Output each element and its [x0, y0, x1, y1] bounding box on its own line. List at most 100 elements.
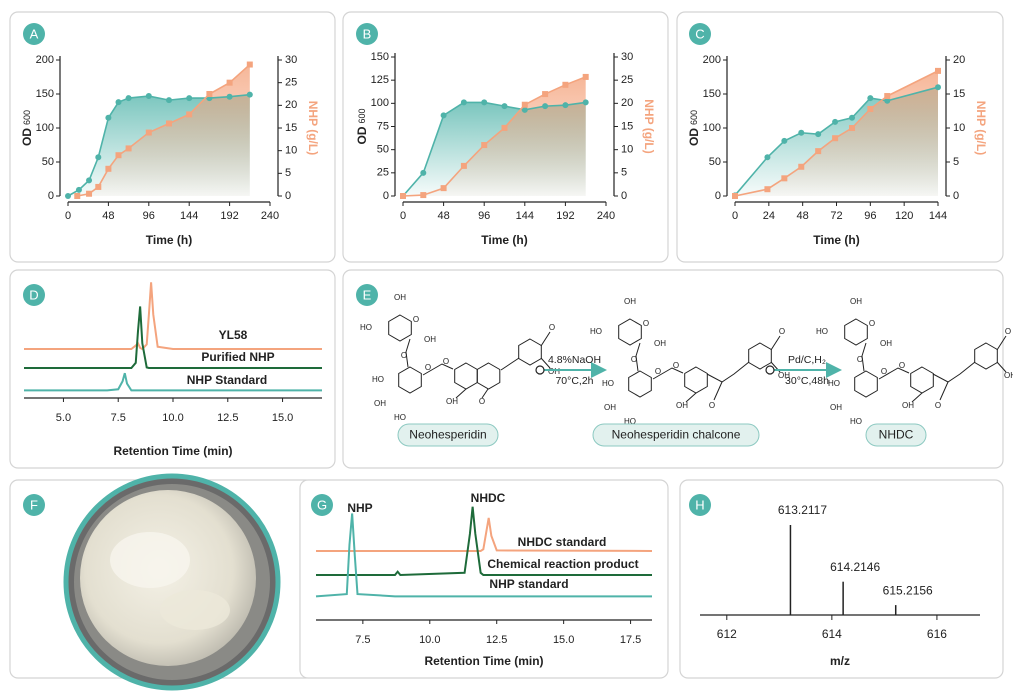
point: [125, 95, 132, 102]
arrow-start: [765, 365, 775, 375]
panel-badge: [23, 494, 45, 516]
y2-tick-label: 20: [621, 97, 633, 109]
y-tick-label: 25: [377, 167, 389, 179]
panel-letter: D: [29, 287, 38, 302]
peak-label: NHDC: [471, 491, 506, 505]
point: [74, 193, 81, 199]
x-tick-label: 48: [797, 210, 809, 222]
atom-label: HO: [394, 413, 406, 422]
panel-badge: [356, 23, 378, 45]
x-tick-label: 5.0: [56, 412, 71, 424]
x-tick-label: 96: [478, 210, 490, 222]
atom-label: O: [655, 367, 661, 376]
reagent: Pd/C,H₂: [788, 354, 826, 366]
x-tick-label: 15.0: [553, 634, 574, 646]
atom-label: OH: [424, 335, 436, 344]
point: [764, 186, 771, 193]
point: [400, 193, 406, 199]
point: [166, 120, 172, 127]
ring: [844, 318, 868, 346]
peak-label: 614.2146: [830, 560, 880, 574]
y2-tick-label: 25: [285, 77, 297, 89]
y2-tick-label: 15: [953, 88, 965, 100]
y2-tick-label: 30: [621, 51, 633, 63]
x-tick-label: 12.5: [486, 634, 507, 646]
y-tick-label: 100: [36, 122, 54, 134]
panel-badge: [356, 284, 378, 306]
y-tick-label: 100: [703, 122, 721, 134]
x-tick-label: 120: [895, 210, 913, 222]
y-axis-label-main: OD: [20, 128, 34, 146]
atom-label: OH: [676, 401, 688, 410]
x-tick-label: 192: [556, 210, 574, 222]
trace: [24, 372, 322, 392]
x-tick-label: 7.5: [111, 412, 126, 424]
bonds: [405, 331, 551, 399]
point: [867, 95, 874, 102]
x-axis-label: m/z: [830, 654, 850, 668]
series-line: [734, 70, 939, 197]
point: [65, 193, 71, 199]
x-tick-label: 144: [516, 210, 534, 222]
atom-label: OH: [778, 371, 790, 380]
peak-label: 613.2117: [778, 503, 827, 517]
y2-tick-label: 25: [621, 74, 633, 86]
atom-label: HO: [828, 379, 840, 388]
compound-box: [397, 423, 499, 447]
y-tick-label: 125: [371, 74, 389, 86]
trace-label: YL58: [219, 328, 248, 342]
atom-label: HO: [816, 327, 828, 336]
y-axis-label-sub: 600: [22, 110, 32, 125]
conditions: 30°C,48h: [785, 375, 829, 387]
point: [501, 124, 508, 131]
point: [798, 129, 805, 136]
atom-label: O: [479, 397, 485, 406]
point: [849, 114, 856, 121]
panel-letter: F: [30, 497, 38, 512]
point: [440, 112, 447, 119]
x-tick-label: 240: [261, 210, 279, 222]
y-axis-label-main: OD: [355, 126, 369, 144]
point: [815, 131, 822, 138]
point: [86, 190, 93, 197]
point: [186, 111, 193, 118]
point: [582, 73, 589, 80]
x-tick-label: 144: [180, 210, 198, 222]
trace-label: NHDC standard: [518, 535, 607, 549]
atom-label: OH: [446, 397, 458, 406]
x-axis-label: Retention Time (min): [424, 654, 543, 668]
panel-letter: B: [363, 26, 372, 41]
point: [186, 95, 193, 102]
y-axis-label-sub: 600: [357, 108, 367, 123]
point: [481, 99, 488, 106]
ring: [388, 314, 412, 342]
y-tick-label: 150: [703, 88, 721, 100]
point: [420, 169, 427, 176]
series-line: [402, 101, 586, 197]
point: [440, 185, 447, 192]
x-axis-label: Time (h): [146, 233, 192, 247]
trace: [316, 506, 652, 577]
y2-tick-label: 20: [285, 99, 297, 111]
atom-label: HO: [850, 417, 862, 426]
point: [481, 142, 488, 149]
y2-tick-label: 10: [285, 145, 297, 157]
point: [246, 91, 253, 98]
panel-letter: H: [695, 497, 704, 512]
atom-label: O: [779, 327, 785, 336]
compound-name: Neohesperidin chalcone: [612, 428, 741, 442]
point: [145, 129, 152, 136]
atom-label: HO: [602, 379, 614, 388]
atom-label: OH: [374, 399, 386, 408]
x-tick-label: 192: [220, 210, 238, 222]
atom-label: OH: [548, 367, 560, 376]
atom-label: O: [869, 319, 875, 328]
x-tick-label: 10.0: [419, 634, 440, 646]
atom-label: OH: [1004, 371, 1013, 380]
panel-badge: [689, 494, 711, 516]
point: [105, 114, 112, 121]
arrow-start: [535, 365, 545, 375]
x-tick-label: 10.0: [162, 412, 183, 424]
y-tick-label: 100: [371, 97, 389, 109]
